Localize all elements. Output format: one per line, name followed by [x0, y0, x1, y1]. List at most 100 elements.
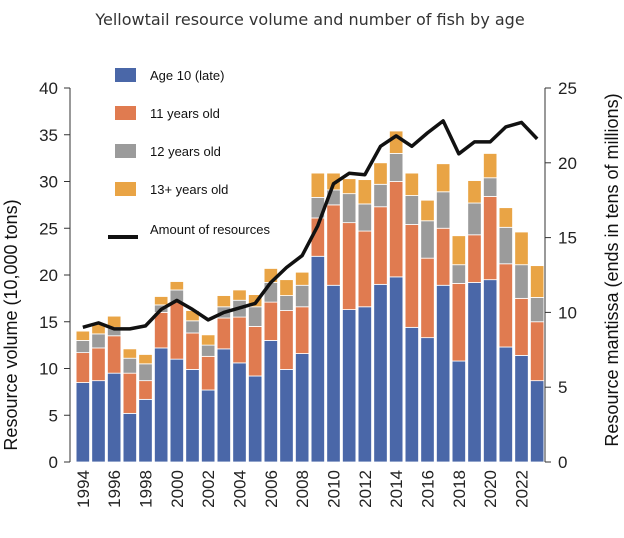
- bar-2023-series-3: [530, 265, 545, 298]
- bar-2014-series-1: [389, 181, 404, 278]
- bar-2021-series-0: [498, 346, 513, 463]
- bar-1998-series-1: [138, 380, 153, 400]
- bar-2000-series-1: [169, 301, 184, 360]
- x-tick-label-2020: 2020: [481, 470, 500, 508]
- bar-2002-series-0: [201, 389, 216, 463]
- bar-1994-series-2: [75, 340, 90, 354]
- bar-2006-series-2: [263, 282, 278, 303]
- bar-2015-series-0: [404, 326, 419, 463]
- bar-2007-series-1: [279, 310, 294, 370]
- right-tick-label-5: 5: [558, 378, 567, 397]
- bar-2010-series-3: [326, 172, 341, 191]
- bar-1995-series-0: [91, 380, 106, 463]
- bar-2011-series-3: [342, 178, 357, 195]
- bar-1998-series-2: [138, 363, 153, 382]
- bar-2015-series-1: [404, 224, 419, 328]
- bar-2013-series-0: [373, 283, 388, 463]
- bar-2017-series-2: [436, 191, 451, 229]
- bar-2013-series-1: [373, 206, 388, 285]
- bar-2005-series-1: [248, 326, 263, 377]
- left-tick-label-25: 25: [39, 219, 58, 238]
- bar-2011-series-1: [342, 222, 357, 310]
- bar-2017-series-1: [436, 227, 451, 286]
- bar-2018-series-1: [451, 283, 466, 362]
- x-tick-label-2008: 2008: [293, 470, 312, 508]
- x-tick-label-2010: 2010: [325, 470, 344, 508]
- bar-2000-series-0: [169, 358, 184, 463]
- bar-2014-series-2: [389, 153, 404, 182]
- right-axis-label: Resource mantissa (ends in tens of milli…: [602, 93, 622, 446]
- bar-2019-series-1: [467, 234, 482, 283]
- bar-2023-series-0: [530, 380, 545, 463]
- bar-2012-series-1: [357, 230, 372, 308]
- bar-2004-series-0: [232, 362, 247, 463]
- bar-layer: [75, 130, 545, 463]
- bar-2002-series-2: [201, 344, 216, 357]
- bar-2005-series-2: [248, 306, 263, 327]
- right-tick-label-0: 0: [558, 453, 567, 472]
- left-tick-label-0: 0: [49, 453, 58, 472]
- left-y-ticks: 0 5 10 15 20 25 30 35 40: [39, 79, 70, 472]
- bar-2010-series-1: [326, 204, 341, 286]
- bar-2012-series-2: [357, 203, 372, 232]
- bar-2021-series-1: [498, 263, 513, 348]
- bar-2011-series-0: [342, 309, 357, 463]
- legend-label-amount-of-resources: Amount of resources: [150, 222, 270, 237]
- legend-swatch-age-10-late: [115, 68, 136, 82]
- bar-2023-series-2: [530, 297, 545, 323]
- bar-1997-series-3: [122, 348, 137, 359]
- bar-2007-series-0: [279, 369, 294, 463]
- bar-2015-series-2: [404, 195, 419, 225]
- x-tick-label-1998: 1998: [137, 470, 156, 508]
- right-y-ticks: 0 5 10 15 20 25: [545, 79, 577, 472]
- bar-1999-series-0: [154, 347, 169, 463]
- left-tick-label-10: 10: [39, 360, 58, 379]
- x-tick-label-1996: 1996: [105, 470, 124, 508]
- bar-2016-series-3: [420, 199, 435, 222]
- x-tick-label-1994: 1994: [74, 470, 93, 508]
- legend-swatch-13-years-old: [115, 182, 136, 196]
- bar-2022-series-2: [514, 264, 529, 299]
- x-tick-label-2018: 2018: [450, 470, 469, 508]
- bar-2014-series-0: [389, 276, 404, 463]
- bar-2012-series-0: [357, 306, 372, 463]
- bar-2015-series-3: [404, 172, 419, 196]
- bar-2020-series-0: [483, 279, 498, 463]
- bar-2016-series-1: [420, 257, 435, 339]
- left-tick-label-5: 5: [49, 406, 58, 425]
- x-tick-label-2022: 2022: [513, 470, 532, 508]
- bar-1994-series-0: [75, 382, 90, 463]
- bar-1995-series-1: [91, 347, 106, 382]
- x-tick-label-2006: 2006: [262, 470, 281, 508]
- bar-2022-series-0: [514, 355, 529, 463]
- bar-2010-series-0: [326, 284, 341, 463]
- bar-1997-series-2: [122, 357, 137, 374]
- bar-2022-series-1: [514, 297, 529, 356]
- bar-2019-series-3: [467, 180, 482, 204]
- bar-2016-series-0: [420, 337, 435, 463]
- bar-2006-series-0: [263, 340, 278, 463]
- bar-2017-series-0: [436, 284, 451, 463]
- bar-2004-series-1: [232, 316, 247, 364]
- bar-2003-series-0: [216, 348, 231, 463]
- right-tick-label-20: 20: [558, 154, 577, 173]
- legend: Age 10 (late) 11 years old 12 years old 13+…: [108, 68, 270, 239]
- left-tick-label-35: 35: [39, 126, 58, 145]
- right-tick-label-25: 25: [558, 79, 577, 98]
- amount-of-resources-line: [82, 119, 539, 331]
- bar-2001-series-0: [185, 369, 200, 463]
- bar-1997-series-1: [122, 372, 137, 414]
- bar-1994-series-1: [75, 352, 90, 383]
- right-tick-label-10: 10: [558, 303, 577, 322]
- bar-1999-series-3: [154, 296, 169, 306]
- bar-2019-series-2: [467, 202, 482, 236]
- bar-2016-series-2: [420, 220, 435, 259]
- bar-2006-series-1: [263, 301, 278, 341]
- x-tick-label-2016: 2016: [419, 470, 438, 508]
- bar-2009-series-3: [310, 172, 325, 198]
- bar-2002-series-3: [201, 334, 216, 346]
- x-tick-label-2012: 2012: [356, 470, 375, 508]
- left-tick-label-15: 15: [39, 313, 58, 332]
- bar-1996-series-1: [107, 335, 122, 374]
